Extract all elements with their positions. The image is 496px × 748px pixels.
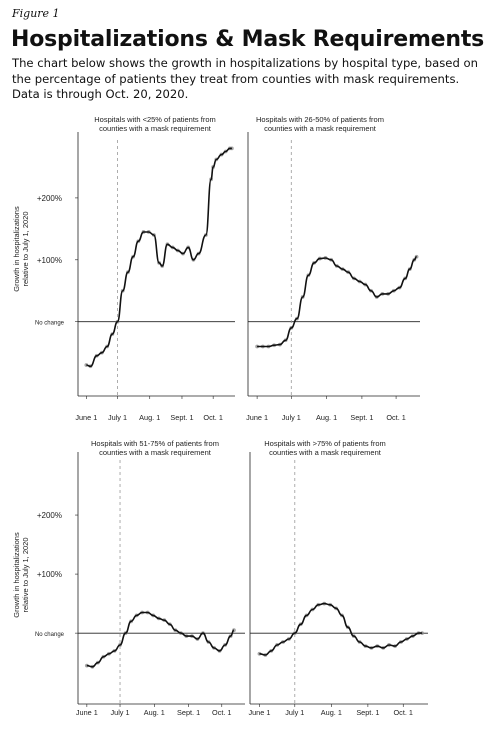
x-tick-label: Aug. 1 (139, 413, 160, 422)
x-tick-label: July 1 (282, 413, 301, 422)
figure-label: Figure 1 (12, 7, 60, 20)
x-tick-label: July 1 (285, 708, 304, 717)
y-tick-label: No change (35, 632, 65, 638)
x-tick-label: Sept. 1 (177, 708, 200, 717)
x-tick-label: Aug. 1 (144, 708, 165, 717)
y-tick-label: +200% (37, 511, 62, 520)
x-tick-label: Aug. 1 (316, 413, 337, 422)
y-tick-label: +100% (37, 570, 62, 579)
panel-title-line1: Hospitals with 26-50% of patients from (256, 115, 384, 124)
y-tick-label: +100% (37, 256, 62, 265)
y-tick-label: +200% (37, 194, 62, 203)
page-subtitle: The chart below shows the growth in hosp… (12, 56, 478, 101)
series-line (259, 602, 423, 656)
y-tick-label: No change (35, 321, 65, 327)
x-tick-label: Oct. 1 (212, 708, 231, 717)
x-tick-label: Oct. 1 (203, 413, 222, 422)
data-point (420, 631, 425, 636)
panel-title-line1: Hospitals with <25% of patients from (94, 115, 216, 124)
page-title: Hospitalizations & Mask Requirements (11, 27, 485, 52)
panel-title-line1: Hospitals with 51-75% of patients from (91, 439, 219, 448)
chart-panel-over-75: Hospitals with >75% of patients fromcoun… (248, 439, 428, 717)
chart-panel-26-50: Hospitals with 26-50% of patients fromco… (246, 115, 420, 422)
series-line (86, 147, 232, 368)
chart-panel-under-25: Hospitals with <25% of patients fromcoun… (35, 115, 235, 422)
series-line (257, 255, 417, 348)
panel-title-line1: Hospitals with >75% of patients from (264, 439, 386, 448)
x-tick-label: Aug. 1 (321, 708, 342, 717)
x-tick-label: June 1 (246, 413, 268, 422)
series-line (86, 611, 235, 668)
x-tick-label: June 1 (75, 413, 97, 422)
panel-title-line2: counties with a mask requirement (264, 124, 377, 133)
x-tick-label: June 1 (76, 708, 98, 717)
x-tick-label: Sept. 1 (356, 708, 379, 717)
panel-title-line2: counties with a mask requirement (99, 448, 212, 457)
panel-title-line2: counties with a mask requirement (99, 124, 212, 133)
x-tick-label: Oct. 1 (386, 413, 405, 422)
x-tick-label: July 1 (110, 708, 129, 717)
x-tick-label: Oct. 1 (394, 708, 413, 717)
panel-title-line2: counties with a mask requirement (269, 448, 382, 457)
x-tick-label: July 1 (108, 413, 127, 422)
chart-panel-51-75: Hospitals with 51-75% of patients fromco… (35, 439, 245, 717)
x-tick-label: Sept. 1 (350, 413, 373, 422)
x-tick-label: Sept. 1 (170, 413, 193, 422)
x-tick-label: June 1 (248, 708, 270, 717)
